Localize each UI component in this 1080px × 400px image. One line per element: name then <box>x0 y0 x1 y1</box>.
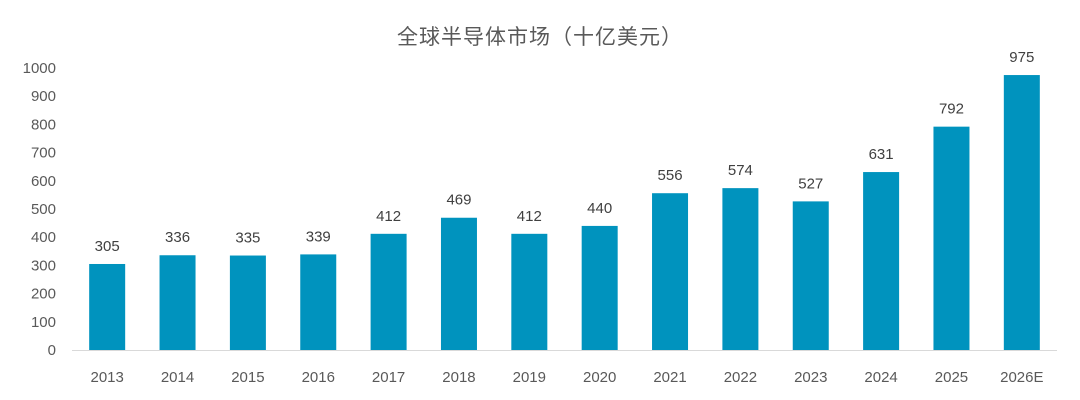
y-tick-label: 900 <box>31 88 56 105</box>
bar <box>722 188 759 350</box>
bar <box>229 255 266 350</box>
x-tick-label: 2017 <box>372 369 405 386</box>
bar <box>792 201 829 350</box>
x-tick-label: 2020 <box>583 369 616 386</box>
x-tick-label: 2026E <box>1000 369 1043 386</box>
x-tick-label: 2014 <box>161 369 194 386</box>
y-tick-label: 1000 <box>23 60 56 77</box>
bar-series <box>89 75 1040 351</box>
bar <box>933 126 970 350</box>
bar <box>652 193 689 350</box>
bar <box>89 263 126 350</box>
bar <box>370 233 407 350</box>
data-label: 792 <box>939 101 964 118</box>
x-tick-label: 2019 <box>513 369 546 386</box>
x-tick-label: 2021 <box>653 369 686 386</box>
data-label: 305 <box>95 238 120 255</box>
bar <box>300 254 337 350</box>
data-label: 469 <box>446 192 471 209</box>
bar <box>440 217 477 350</box>
y-tick-label: 200 <box>31 286 56 303</box>
data-label: 574 <box>728 162 753 179</box>
data-labels: 305 336 335 339 412 469 412 440 556 574 527 631 792 9… <box>95 49 1035 255</box>
data-label: 335 <box>235 230 260 247</box>
x-axis: 2013 2014 2015 2016 2017 2018 2019 2020 2021 2022… <box>90 369 1043 386</box>
data-label: 412 <box>376 208 401 225</box>
data-label: 440 <box>587 200 612 217</box>
bar <box>1003 75 1040 351</box>
data-label: 339 <box>306 228 331 245</box>
y-tick-label: 100 <box>31 314 56 331</box>
x-tick-label: 2016 <box>302 369 335 386</box>
x-tick-label: 2015 <box>231 369 264 386</box>
y-axis: 0 100 200 300 400 500 600 700 800 900 1000 <box>23 60 56 359</box>
x-tick-label: 2024 <box>864 369 897 386</box>
data-label: 412 <box>517 208 542 225</box>
chart-title: 全球半导体市场（十亿美元） <box>397 25 683 49</box>
data-label: 527 <box>798 175 823 192</box>
data-label: 556 <box>658 167 683 184</box>
bar <box>581 225 618 350</box>
y-tick-label: 700 <box>31 145 56 162</box>
x-tick-label: 2023 <box>794 369 827 386</box>
data-label: 975 <box>1009 49 1034 66</box>
x-tick-label: 2022 <box>724 369 757 386</box>
y-tick-label: 300 <box>31 257 56 274</box>
x-tick-label: 2025 <box>935 369 968 386</box>
x-tick-label: 2013 <box>90 369 123 386</box>
data-label: 336 <box>165 229 190 246</box>
y-tick-label: 800 <box>31 116 56 133</box>
y-tick-label: 600 <box>31 173 56 190</box>
y-tick-label: 500 <box>31 201 56 218</box>
data-label: 631 <box>869 146 894 163</box>
bar <box>863 172 900 350</box>
bar <box>159 255 196 350</box>
y-tick-label: 400 <box>31 229 56 246</box>
bar <box>511 233 548 350</box>
y-tick-label: 0 <box>48 342 56 359</box>
x-tick-label: 2018 <box>442 369 475 386</box>
